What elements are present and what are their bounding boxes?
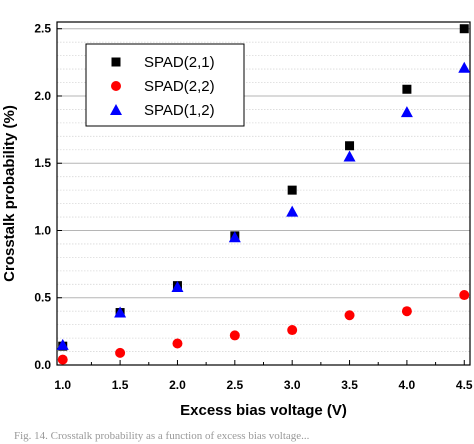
data-point-square — [459, 24, 469, 34]
data-point-triangle — [228, 231, 241, 243]
y-tick-label: 2.5 — [34, 22, 51, 36]
x-axis-title: Excess bias voltage (V) — [180, 402, 347, 419]
x-tick-label: 1.0 — [54, 378, 71, 392]
x-tick-label: 2.0 — [169, 378, 186, 392]
legend-label: SPAD(2,1) — [144, 54, 215, 71]
data-point-square — [402, 84, 412, 94]
data-point-circle — [344, 310, 355, 321]
x-tick-label: 1.5 — [112, 378, 129, 392]
data-point-circle — [229, 330, 240, 341]
data-point-circle — [401, 306, 412, 317]
y-axis-title: Crosstalk probability (%) — [1, 105, 18, 282]
y-tick-label: 0.0 — [34, 358, 51, 372]
data-point-square — [287, 185, 297, 195]
legend-marker-square — [111, 57, 121, 67]
data-point-square — [345, 141, 355, 151]
data-point-circle — [115, 347, 126, 358]
y-tick-label: 2.0 — [34, 89, 51, 103]
data-point-triangle — [286, 205, 299, 217]
data-point-triangle — [343, 150, 356, 162]
y-tick-label: 1.5 — [34, 156, 51, 170]
x-tick-label: 2.5 — [226, 378, 243, 392]
data-point-triangle — [56, 338, 69, 350]
series-circle — [57, 290, 470, 365]
legend-label: SPAD(2,2) — [144, 78, 215, 95]
y-tick-label: 1.0 — [34, 223, 51, 237]
data-point-triangle — [400, 106, 413, 118]
x-tick-label: 3.5 — [341, 378, 358, 392]
legend-marker-circle — [111, 81, 121, 91]
data-marks — [56, 24, 471, 365]
x-tick-label: 4.5 — [456, 378, 473, 392]
data-point-circle — [287, 325, 298, 336]
legend: SPAD(2,1) SPAD(2,2) SPAD(1,2) — [85, 43, 245, 127]
data-point-triangle — [171, 280, 184, 292]
data-point-triangle — [458, 61, 471, 73]
figure-caption: Fig. 14. Crosstalk probability as a func… — [14, 430, 310, 442]
data-point-circle — [459, 290, 470, 301]
data-point-circle — [57, 354, 68, 365]
x-tick-label: 4.0 — [399, 378, 416, 392]
y-tick-label: 0.5 — [34, 291, 51, 305]
series-triangle — [56, 61, 471, 350]
legend-label: SPAD(1,2) — [144, 102, 215, 119]
x-tick-label: 3.0 — [284, 378, 301, 392]
data-point-circle — [172, 338, 183, 349]
data-point-triangle — [114, 306, 127, 318]
legend-marker-triangle — [110, 104, 122, 115]
axis-ticks: 1.0 1.5 2.0 2.5 3.0 3.5 4.0 4.5 0.0 0.5 1.0 1.5 2.0 2… — [34, 22, 473, 392]
